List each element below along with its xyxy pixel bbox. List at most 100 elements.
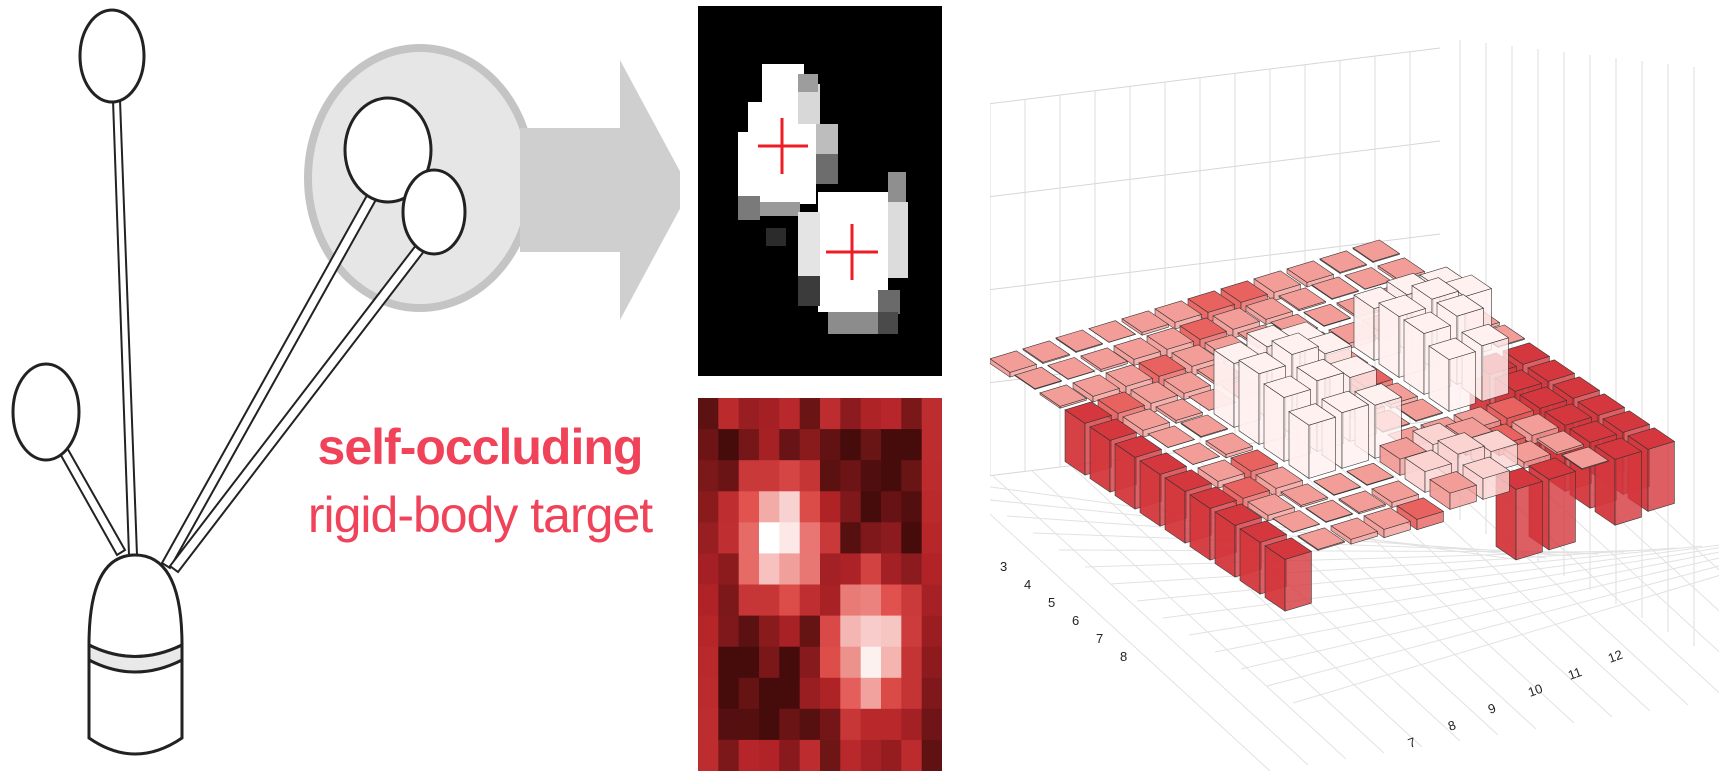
intensity-cell [820, 522, 841, 554]
gridline-floor [1266, 565, 1719, 687]
intensity-cell [820, 584, 841, 617]
bar [1352, 239, 1401, 263]
intensity-cell [820, 553, 841, 586]
gridline-floor [1084, 549, 1651, 568]
gridline-floor [1240, 557, 1719, 670]
intensity-cell [718, 398, 740, 430]
bar [1594, 437, 1643, 526]
bar [1121, 310, 1170, 336]
thresholded-image [698, 6, 942, 376]
intensity-cell [840, 708, 862, 741]
intensity-cell [881, 429, 902, 461]
bar3d-chart: 10005000-500-100012345678789101112 [990, 40, 1719, 771]
intensity-cell [779, 553, 801, 586]
bar [1313, 472, 1362, 496]
intensity-cell [840, 677, 862, 710]
marker-sphere-front [343, 96, 433, 204]
intensity-cell [860, 460, 882, 492]
intensity-cell [738, 522, 760, 554]
intensity-cell [718, 522, 740, 554]
intensity-cell [820, 646, 841, 679]
intensity-cell [921, 677, 942, 710]
intensity-cell [759, 677, 780, 710]
intensity-cell [698, 491, 719, 523]
chart-tick-labels: 10005000-500-100012345678789101112 [1000, 559, 1625, 751]
rod-top [111, 99, 139, 556]
intensity-cell [840, 615, 862, 648]
bar [1272, 510, 1321, 533]
gridline-floor [1214, 551, 1719, 653]
intensity-cell [901, 398, 923, 430]
intensity-cell [698, 429, 719, 461]
intensity-image [698, 398, 942, 771]
bar [1311, 276, 1360, 300]
intensity-cell [901, 677, 923, 710]
intensity-cell [799, 739, 821, 771]
intensity-cell [921, 584, 942, 617]
bar [1363, 507, 1412, 539]
intensity-cell [921, 491, 942, 523]
intensity-cell [718, 553, 740, 586]
bar [1428, 337, 1477, 412]
intensity-cell [779, 584, 801, 617]
intensity-cell [840, 491, 862, 523]
bar [1072, 374, 1121, 403]
intensity-cell [881, 677, 902, 710]
intensity-cell [901, 646, 923, 679]
intensity-cell [779, 615, 801, 648]
intensity-cell [779, 677, 801, 710]
x-tick-label: 5 [1048, 595, 1055, 610]
intensity-cell [698, 739, 719, 771]
y-tick-label: 8 [1446, 717, 1458, 734]
intensity-cell [901, 460, 923, 492]
intensity-cell [759, 708, 780, 741]
intensity-cell [921, 708, 942, 741]
bar [1303, 303, 1352, 327]
marker-sphere-back [401, 168, 467, 256]
intensity-cell [779, 460, 801, 492]
intensity-cell [820, 677, 841, 710]
bar [1305, 499, 1354, 523]
marker-sphere-left [11, 362, 81, 462]
bar [1280, 483, 1329, 508]
y-tick-label: 10 [1526, 681, 1545, 700]
intensity-cell [759, 491, 780, 523]
intensity-cell [738, 615, 760, 648]
bar [1536, 430, 1585, 456]
intensity-cell [799, 646, 821, 679]
bar [1155, 398, 1204, 424]
x-tick-label: 6 [1072, 613, 1079, 628]
intensity-cell [759, 646, 780, 679]
intensity-cell [820, 615, 841, 648]
bar [1180, 414, 1229, 438]
bar [1047, 357, 1096, 380]
intensity-cell [698, 646, 719, 679]
bar [1561, 446, 1610, 470]
intensity-cell [718, 708, 740, 741]
intensity-cell [860, 491, 882, 523]
intensity-cell [698, 584, 719, 617]
bar [1344, 267, 1393, 290]
intensity-cell [759, 553, 780, 586]
intensity-cell [718, 429, 740, 461]
intensity-cell [738, 460, 760, 492]
bar [1338, 490, 1387, 515]
bar [1147, 425, 1196, 449]
intensity-cell [759, 522, 780, 554]
intensity-cell [738, 584, 760, 617]
intensity-cell [718, 460, 740, 492]
intensity-cell [881, 739, 902, 771]
caption-subtitle: rigid-body target [307, 487, 653, 543]
bar [1014, 366, 1063, 390]
intensity-cell [881, 615, 902, 648]
intensity-cell [901, 708, 923, 741]
intensity-cell [820, 739, 841, 771]
intensity-cell [840, 398, 862, 430]
intensity-cell [921, 460, 942, 492]
intensity-cell [860, 398, 882, 430]
intensity-cell [921, 398, 942, 430]
gridline-floor [1162, 544, 1719, 619]
intensity-cell [799, 584, 821, 617]
intensity-cell [881, 584, 902, 617]
bar [1105, 364, 1154, 396]
